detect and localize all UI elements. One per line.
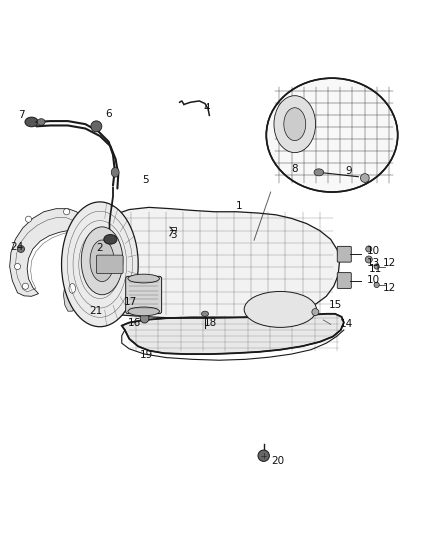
Circle shape bbox=[365, 256, 372, 263]
Polygon shape bbox=[64, 268, 79, 311]
Ellipse shape bbox=[37, 119, 45, 125]
Polygon shape bbox=[10, 209, 81, 296]
Ellipse shape bbox=[140, 313, 149, 323]
Text: 20: 20 bbox=[272, 456, 285, 466]
Text: 4: 4 bbox=[203, 103, 210, 113]
Text: 21: 21 bbox=[90, 306, 103, 316]
Circle shape bbox=[25, 216, 32, 222]
Ellipse shape bbox=[90, 240, 114, 281]
Ellipse shape bbox=[111, 167, 119, 177]
Text: 2: 2 bbox=[96, 243, 103, 253]
Text: 17: 17 bbox=[124, 297, 137, 308]
FancyBboxPatch shape bbox=[337, 246, 351, 262]
Ellipse shape bbox=[266, 78, 398, 192]
Text: 24: 24 bbox=[10, 242, 23, 252]
Ellipse shape bbox=[25, 117, 38, 127]
Polygon shape bbox=[80, 207, 339, 318]
Ellipse shape bbox=[314, 169, 324, 176]
Text: 7: 7 bbox=[18, 110, 25, 120]
Text: 13: 13 bbox=[367, 258, 380, 268]
Text: 8: 8 bbox=[291, 164, 298, 174]
Polygon shape bbox=[122, 314, 344, 354]
FancyBboxPatch shape bbox=[337, 273, 351, 288]
Ellipse shape bbox=[128, 307, 159, 316]
Ellipse shape bbox=[61, 202, 138, 327]
Circle shape bbox=[312, 309, 319, 316]
Ellipse shape bbox=[284, 108, 306, 141]
Circle shape bbox=[360, 174, 369, 182]
Text: 12: 12 bbox=[382, 258, 396, 268]
Text: 11: 11 bbox=[369, 264, 382, 273]
Ellipse shape bbox=[244, 292, 316, 327]
Circle shape bbox=[18, 246, 25, 253]
Text: 3: 3 bbox=[170, 230, 177, 240]
Text: 14: 14 bbox=[339, 319, 353, 329]
Ellipse shape bbox=[69, 284, 76, 293]
Ellipse shape bbox=[128, 274, 159, 283]
Circle shape bbox=[22, 283, 28, 289]
Text: 19: 19 bbox=[140, 350, 153, 360]
Ellipse shape bbox=[274, 96, 315, 152]
Circle shape bbox=[14, 263, 21, 270]
Text: 12: 12 bbox=[382, 282, 396, 293]
Ellipse shape bbox=[91, 121, 102, 132]
Ellipse shape bbox=[104, 235, 117, 244]
Text: 18: 18 bbox=[204, 318, 217, 328]
Circle shape bbox=[366, 246, 372, 252]
Ellipse shape bbox=[201, 311, 208, 317]
Text: 10: 10 bbox=[367, 246, 380, 256]
Circle shape bbox=[258, 450, 269, 462]
Circle shape bbox=[64, 209, 70, 215]
Text: 15: 15 bbox=[328, 300, 342, 310]
Text: 1: 1 bbox=[235, 201, 242, 211]
Text: 6: 6 bbox=[105, 109, 112, 119]
Ellipse shape bbox=[81, 227, 123, 295]
FancyBboxPatch shape bbox=[126, 276, 162, 313]
Text: 16: 16 bbox=[128, 318, 141, 328]
Circle shape bbox=[374, 264, 379, 269]
Text: 9: 9 bbox=[345, 166, 352, 176]
Text: 5: 5 bbox=[142, 175, 149, 185]
Circle shape bbox=[374, 282, 379, 287]
Text: 10: 10 bbox=[367, 274, 380, 285]
FancyBboxPatch shape bbox=[96, 255, 123, 273]
